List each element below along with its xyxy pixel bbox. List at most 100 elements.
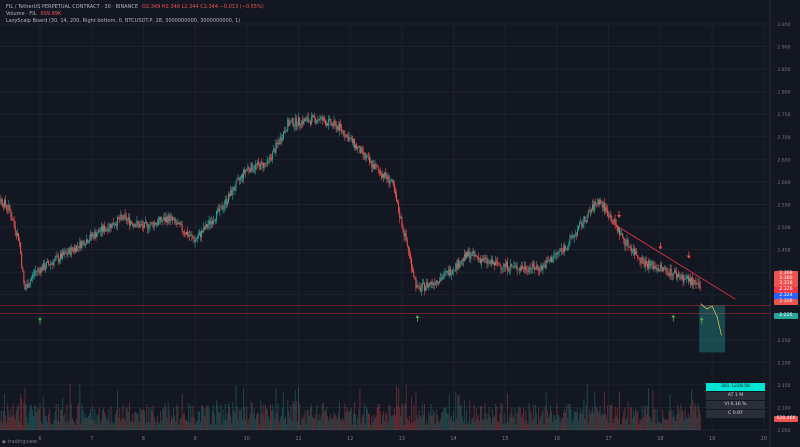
volume-bar <box>579 413 581 430</box>
candle-body <box>217 208 219 211</box>
candle-body <box>587 211 589 216</box>
candle-body <box>674 271 676 273</box>
volume-bar <box>266 409 268 430</box>
y-tick-label: 2.450 <box>777 248 790 254</box>
candle-body <box>98 230 100 233</box>
volume-bar <box>587 423 589 430</box>
volume-bar <box>696 417 698 430</box>
volume-bar <box>296 422 298 430</box>
volume-bar <box>240 407 242 430</box>
candle-body <box>681 275 683 279</box>
candle-body <box>343 130 345 136</box>
candle-body <box>432 282 434 285</box>
candle-body <box>534 269 536 270</box>
candle-body <box>453 270 455 271</box>
volume-bar <box>75 424 77 430</box>
short-position-box <box>699 305 726 353</box>
volume-bar <box>391 415 393 430</box>
candle-body <box>16 233 18 236</box>
volume-bar <box>39 403 41 430</box>
candle-body <box>405 233 407 242</box>
candle-body <box>31 274 33 278</box>
candle-body <box>39 269 41 274</box>
volume-bar <box>335 416 337 430</box>
candle-body <box>266 159 268 165</box>
candle-body <box>226 201 228 205</box>
volume-bar <box>273 410 275 430</box>
volume-bar <box>241 419 243 430</box>
volume-bar <box>323 411 325 430</box>
volume-bar <box>547 418 549 430</box>
volume-bar <box>680 403 682 430</box>
volume-bar <box>365 405 367 430</box>
candle-body <box>80 241 82 248</box>
candle-body <box>672 272 674 276</box>
volume-bar <box>410 423 412 430</box>
candle-body <box>315 117 317 124</box>
candle-body <box>209 220 211 225</box>
volume-bar <box>433 412 435 430</box>
volume-bar <box>94 408 96 430</box>
volume-bar <box>614 407 616 430</box>
candle-body <box>225 199 227 205</box>
volume-bar <box>445 406 447 430</box>
x-tick-label: 14 <box>450 436 456 442</box>
candle-body <box>690 278 692 285</box>
volume-bar <box>293 403 295 430</box>
volume-bar <box>138 422 140 430</box>
candle-body <box>109 224 111 229</box>
volume-bar <box>225 420 227 430</box>
volume-bar <box>281 408 283 430</box>
volume-bar <box>626 417 628 430</box>
volume-bar <box>583 399 585 430</box>
candle-body <box>43 263 45 270</box>
candle-body <box>499 264 501 266</box>
candle-body <box>516 265 518 270</box>
sell-signal-arrow <box>617 214 622 218</box>
volume-bar <box>247 423 249 430</box>
volume-bar <box>3 394 5 430</box>
volume-bar <box>372 421 374 430</box>
candle-body <box>238 178 240 181</box>
volume-bar <box>73 422 75 430</box>
volume-bar <box>659 423 661 430</box>
candle-body <box>348 137 350 142</box>
volume-bar <box>331 419 333 430</box>
candle-body <box>162 220 164 222</box>
candle-body <box>622 233 624 238</box>
volume-bar <box>568 404 570 430</box>
candle-body <box>136 221 138 226</box>
candle-body <box>379 171 381 175</box>
volume-bar <box>567 418 569 430</box>
candle-body <box>646 264 648 269</box>
candle-body <box>634 248 636 255</box>
candle-body <box>572 237 574 239</box>
x-tick-label: 7 <box>90 436 93 442</box>
candle-body <box>331 123 333 125</box>
volume-bar <box>377 403 379 430</box>
board-cell-2: VI 0.16 % <box>706 401 765 410</box>
candle-body <box>557 252 559 254</box>
candle-body <box>602 202 604 208</box>
candle-body <box>63 251 65 255</box>
candle-body <box>345 134 347 137</box>
volume-bar <box>543 423 545 430</box>
volume-bar <box>91 419 93 430</box>
volume-bar <box>131 421 133 430</box>
candle-body <box>306 117 308 119</box>
volume-bar <box>343 419 345 430</box>
volume-bar <box>272 404 274 430</box>
candle-body <box>117 216 119 226</box>
volume-bar <box>26 417 28 430</box>
volume-bar <box>397 405 399 430</box>
volume-bar <box>71 418 73 430</box>
candle-body <box>313 115 315 116</box>
x-tick-label: 18 <box>657 436 663 442</box>
volume-bar <box>515 423 517 430</box>
volume-bar <box>460 405 462 430</box>
volume-bar <box>457 395 459 430</box>
volume-bar <box>8 410 10 430</box>
candle-body <box>399 212 401 219</box>
x-tick-label: 16 <box>554 436 560 442</box>
